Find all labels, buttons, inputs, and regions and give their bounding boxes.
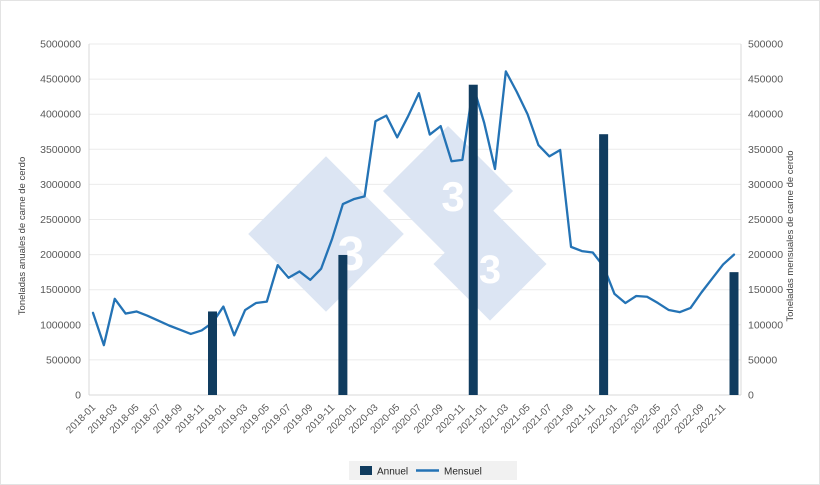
left-axis-tick-label: 500000 [46, 354, 81, 366]
annuel-bar-2022-12[interactable] [729, 272, 739, 395]
annuel-swatch-icon [360, 466, 372, 475]
right-axis-title: Toneladas mensuales de carne de cerdo [785, 150, 796, 321]
right-axis-tick-label: 350000 [748, 144, 783, 156]
left-axis-tick-label: 1500000 [40, 284, 81, 296]
left-axis-tick-label: 5000000 [40, 39, 81, 51]
annuel-bar-2018-12[interactable] [208, 311, 218, 395]
left-axis-tick-label: 0 [75, 390, 81, 402]
left-axis-tick-label: 4000000 [40, 109, 81, 121]
right-axis-tick-label: 250000 [748, 214, 783, 226]
watermark-digit: 3 [479, 248, 501, 292]
watermark-logo: 3 3 3 [248, 125, 547, 321]
legend-label-mensuel: Mensuel [444, 467, 482, 478]
left-axis-tick-label: 4500000 [40, 74, 81, 86]
right-axis-tick-label: 400000 [748, 109, 783, 121]
right-axis-tick-label: 100000 [748, 319, 783, 331]
right-axis-tick-label: 500000 [748, 39, 783, 51]
right-axis-tick-label: 450000 [748, 74, 783, 86]
left-axis-tick-label: 3000000 [40, 179, 81, 191]
left-axis-tick-label: 2500000 [40, 214, 81, 226]
left-axis-tick-label: 1000000 [40, 319, 81, 331]
right-axis-tick-label: 0 [748, 390, 754, 402]
chart-legend: Annuel Mensuel [349, 461, 517, 480]
right-axis-tick-label: 300000 [748, 179, 783, 191]
left-axis-tick-label: 2000000 [40, 249, 81, 261]
annuel-bar-2021-12[interactable] [599, 134, 609, 395]
annuel-bar-2019-12[interactable] [338, 254, 348, 395]
left-axis-title: Toneladas anuales de carne de cerdo [17, 157, 28, 315]
right-axis-tick-label: 200000 [748, 249, 783, 261]
legend-label-annuel: Annuel [377, 467, 408, 478]
annuel-bar-2020-12[interactable] [468, 84, 478, 395]
left-axis-tick-label: 3500000 [40, 144, 81, 156]
legend-item-annuel[interactable]: Annuel [360, 466, 408, 478]
right-axis-tick-label: 50000 [748, 354, 777, 366]
watermark-digit: 3 [441, 173, 464, 220]
mensuel-line-series[interactable] [91, 70, 736, 347]
right-axis-tick-label: 150000 [748, 284, 783, 296]
legend-item-mensuel[interactable]: Mensuel [416, 467, 482, 478]
